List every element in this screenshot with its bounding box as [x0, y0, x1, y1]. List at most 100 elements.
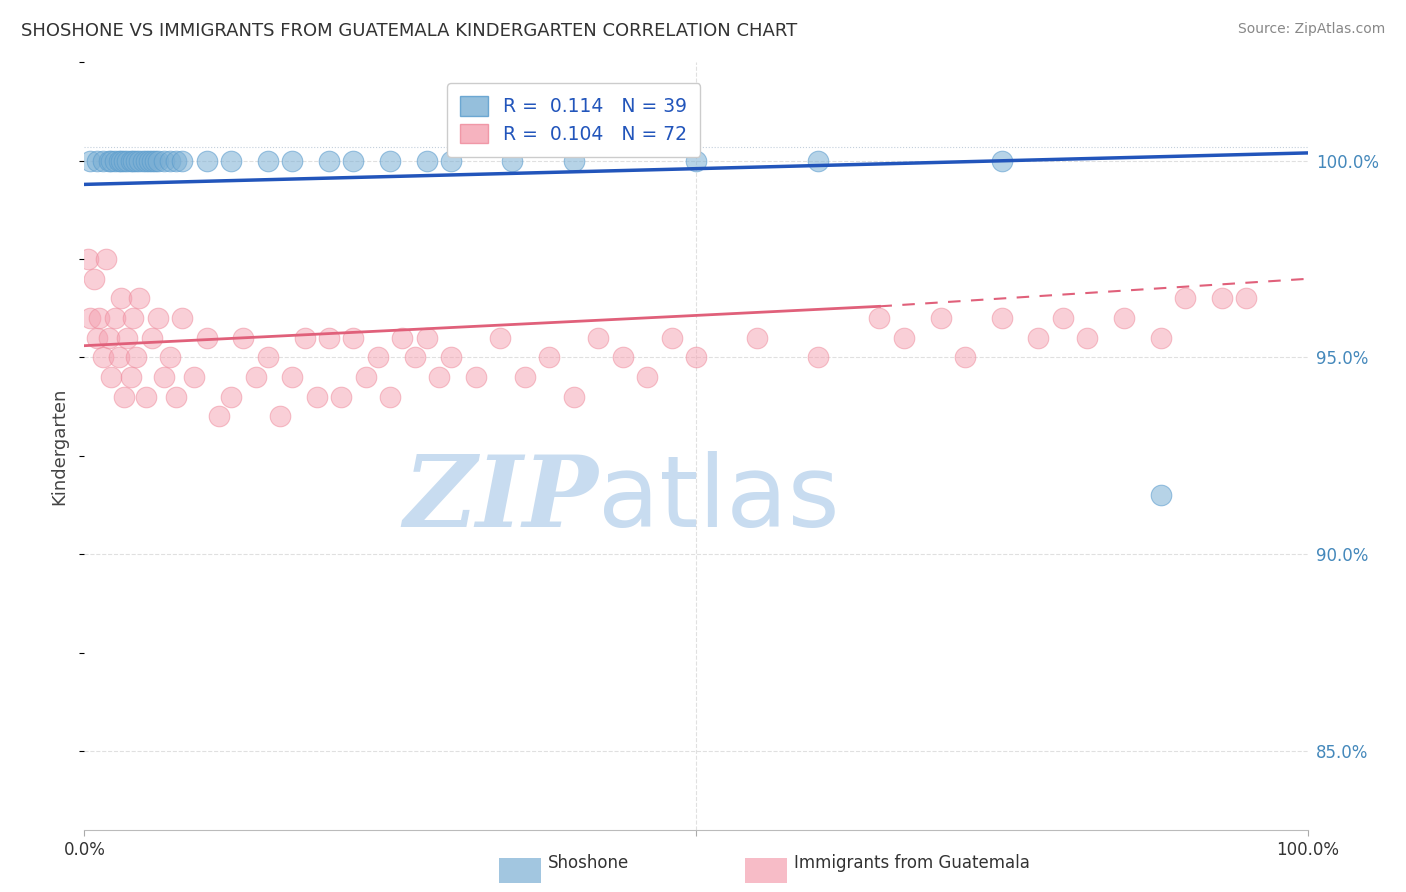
Point [440, 153, 463, 168]
Point [991, 153, 1014, 168]
Point [128, 153, 150, 168]
Point [153, 370, 176, 384]
Point [427, 370, 450, 384]
Point [562, 153, 585, 168]
Point [104, 311, 127, 326]
Point [807, 351, 830, 365]
Point [172, 153, 194, 168]
Point [586, 331, 609, 345]
Point [1236, 292, 1258, 306]
Point [305, 390, 328, 404]
Point [128, 292, 150, 306]
Point [172, 311, 194, 326]
Point [747, 331, 769, 345]
Point [354, 370, 377, 384]
Point [807, 153, 830, 168]
Point [342, 153, 364, 168]
Point [120, 153, 142, 168]
Point [562, 390, 585, 404]
Point [1150, 488, 1173, 502]
Point [685, 351, 707, 365]
Point [1150, 331, 1173, 345]
Point [1052, 311, 1074, 326]
Text: SHOSHONE VS IMMIGRANTS FROM GUATEMALA KINDERGARTEN CORRELATION CHART: SHOSHONE VS IMMIGRANTS FROM GUATEMALA KI… [21, 22, 797, 40]
Point [489, 331, 512, 345]
Point [929, 311, 952, 326]
Point [97, 153, 120, 168]
Point [513, 370, 536, 384]
Point [79, 153, 101, 168]
Point [1076, 331, 1098, 345]
Point [122, 311, 145, 326]
Point [232, 331, 254, 345]
Point [97, 331, 120, 345]
Point [318, 331, 340, 345]
Point [380, 390, 402, 404]
Point [195, 153, 218, 168]
Text: Shoshone: Shoshone [548, 855, 630, 872]
Point [120, 370, 142, 384]
Point [1028, 331, 1050, 345]
Point [107, 153, 129, 168]
Point [107, 351, 129, 365]
Point [112, 153, 135, 168]
Point [367, 351, 389, 365]
Point [612, 351, 634, 365]
Point [245, 370, 267, 384]
Point [257, 351, 280, 365]
Point [83, 272, 105, 286]
Point [104, 153, 127, 168]
Point [143, 153, 166, 168]
Point [165, 390, 187, 404]
Text: Immigrants from Guatemala: Immigrants from Guatemala [794, 855, 1031, 872]
Point [159, 351, 181, 365]
Point [86, 153, 108, 168]
Point [79, 311, 101, 326]
Point [141, 153, 163, 168]
Point [380, 153, 402, 168]
Text: Source: ZipAtlas.com: Source: ZipAtlas.com [1237, 22, 1385, 37]
Point [132, 153, 155, 168]
Point [269, 409, 291, 424]
Point [294, 331, 316, 345]
Point [91, 153, 114, 168]
Point [991, 311, 1014, 326]
Point [100, 153, 122, 168]
Point [195, 331, 218, 345]
Point [1174, 292, 1197, 306]
Point [661, 331, 683, 345]
Point [165, 153, 187, 168]
Point [685, 153, 707, 168]
Point [257, 153, 280, 168]
Point [122, 153, 145, 168]
Point [440, 351, 463, 365]
Point [342, 331, 364, 345]
Point [404, 351, 426, 365]
Point [538, 351, 561, 365]
Point [208, 409, 231, 424]
Point [953, 351, 976, 365]
Point [869, 311, 891, 326]
Point [502, 153, 524, 168]
Point [110, 292, 132, 306]
Point [636, 370, 658, 384]
Point [146, 311, 169, 326]
Point [135, 153, 157, 168]
Point [219, 153, 242, 168]
Point [893, 331, 915, 345]
Point [87, 311, 110, 326]
Point [135, 390, 157, 404]
Point [464, 370, 486, 384]
Point [183, 370, 205, 384]
Point [146, 153, 169, 168]
Point [330, 390, 353, 404]
Point [100, 370, 122, 384]
Point [416, 153, 439, 168]
Point [318, 153, 340, 168]
Y-axis label: Kindergarten: Kindergarten [51, 387, 69, 505]
Point [391, 331, 413, 345]
Point [141, 331, 163, 345]
Point [115, 331, 138, 345]
Point [125, 351, 148, 365]
Point [138, 153, 160, 168]
